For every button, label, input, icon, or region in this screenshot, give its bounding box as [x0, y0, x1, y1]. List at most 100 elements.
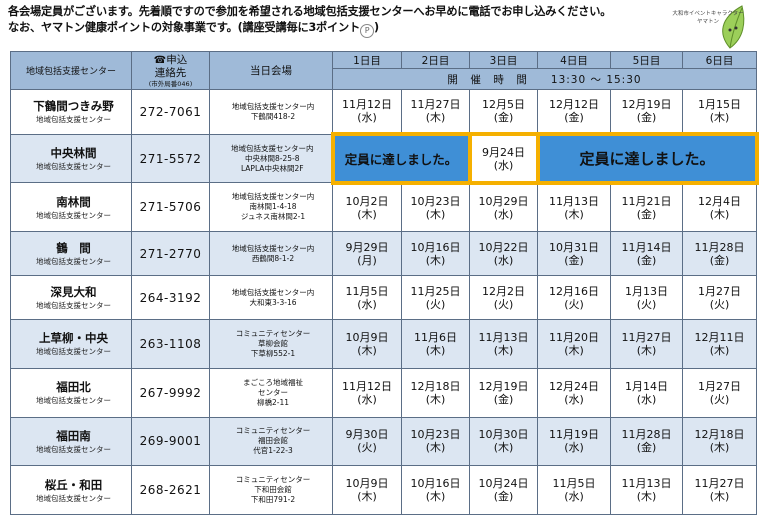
mascot-leaf-icon	[722, 5, 745, 49]
date-cell: 1月14日 (水)	[610, 367, 683, 418]
date-cell: 11月5日 (水)	[537, 465, 611, 515]
schedule-table: 地域包括支援センター ☎申込 連絡先 (市外局番046) 当日会場 1日目 2日…	[10, 51, 759, 515]
phone-cell: 268-2621	[131, 465, 210, 515]
date-cell: 11月27日 (木)	[682, 465, 757, 515]
phone-cell: 264-3192	[131, 275, 210, 321]
date-cell: 12月19日 (金)	[469, 367, 538, 418]
center-cell: 下鶴間つきみ野 地域包括支援センター	[10, 89, 132, 135]
date-cell: 1月27日 (火)	[682, 367, 757, 418]
date-cell: 12月19日 (金)	[610, 89, 683, 135]
phone-cell: 271-2770	[131, 231, 210, 277]
center-cell: 中央林間 地域包括支援センター	[10, 133, 132, 184]
notice-line-2: なお、ヤマトン健康ポイントの対象事業です。(講座受講毎に3ポイント P)	[8, 20, 648, 38]
date-cell: 12月5日 (金)	[469, 89, 538, 135]
center-cell: 南林間 地域包括支援センター	[10, 182, 132, 233]
date-cell: 1月13日 (火)	[610, 275, 683, 321]
venue-cell: コミュニティセンター 草柳会館 下草柳552-1	[209, 319, 333, 369]
date-cell: 1月27日 (火)	[682, 275, 757, 321]
table-row: 深見大和 地域包括支援センター 264-3192 地域包括支援センター内 大和東3-…	[10, 275, 757, 321]
date-cell: 11月13日 (木)	[537, 182, 611, 233]
venue-cell: 地域包括支援センター内 南林間1-4-18 ジュネス南林間2-1	[209, 182, 333, 233]
point-icon: P	[360, 24, 374, 38]
phone-icon: ☎	[153, 54, 167, 66]
date-cell: 11月14日 (金)	[610, 231, 683, 277]
date-cell: 10月29日 (水)	[469, 182, 538, 233]
notice-text: 各会場定員がございます。先着順ですので参加を希望される地域包括支援センターへお早…	[8, 4, 648, 38]
date-cell: 11月13日 (木)	[469, 319, 538, 369]
phone-cell: 267-9992	[131, 367, 210, 418]
venue-cell: コミュニティセンター 下和田会館 下和田791-2	[209, 465, 333, 515]
date-cell: 11月5日 (水)	[332, 275, 402, 321]
venue-cell: 地域包括支援センター内 中央林間8-25-8 LAPLA中央林間2F	[209, 133, 333, 184]
header-day-6: 6日目	[682, 51, 757, 69]
phone-cell: 271-5572	[131, 133, 210, 184]
table-row: 福田南 地域包括支援センター 269-9001 コミュニティセンター 福田会館 代官1…	[10, 416, 757, 467]
table-row: 南林間 地域包括支援センター 271-5706 地域包括支援センター内 南林間1-4…	[10, 182, 757, 233]
date-cell: 9月24日 (水)	[467, 132, 540, 185]
date-cell: 10月24日 (金)	[469, 465, 538, 515]
date-cell: 10月23日 (木)	[401, 416, 470, 467]
phone-cell: 263-1108	[131, 319, 210, 369]
table-row: 福田北 地域包括支援センター 267-9992 まごころ地域福祉 センター 柳橋2-1…	[10, 367, 757, 418]
date-cell: 12月2日 (火)	[469, 275, 538, 321]
mascot-caption: 大和市イベントキャラクター ヤマトン	[672, 11, 744, 25]
date-cell: 11月12日 (水)	[332, 89, 402, 135]
date-cell: 10月30日 (木)	[469, 416, 538, 467]
phone-cell: 271-5706	[131, 182, 210, 233]
table-row: 下鶴間つきみ野 地域包括支援センター 272-7061 地域包括支援センター内 下鶴…	[10, 89, 757, 135]
table-row: 中央林間 地域包括支援センター 271-5572 地域包括支援センター内 中央林間8…	[10, 132, 759, 185]
date-cell: 10月9日 (木)	[332, 465, 402, 515]
venue-cell: 地域包括支援センター内 下鶴間418-2	[209, 89, 333, 135]
phone-cell: 269-9001	[131, 416, 210, 467]
date-cell: 11月19日 (水)	[537, 416, 611, 467]
header-contact: ☎申込 連絡先 (市外局番046)	[131, 51, 210, 90]
date-cell: 10月31日 (金)	[537, 231, 611, 277]
date-cell: 9月30日 (火)	[332, 416, 402, 467]
phone-cell: 272-7061	[131, 89, 210, 135]
table-row: 桜丘・和田 地域包括支援センター 268-2621 コミュニティセンター 下和田会館…	[10, 465, 757, 515]
center-cell: 上草柳・中央 地域包括支援センター	[10, 319, 132, 369]
date-cell: 11月20日 (木)	[537, 319, 611, 369]
center-cell: 深見大和 地域包括支援センター	[10, 275, 132, 321]
venue-cell: まごころ地域福祉 センター 柳橋2-11	[209, 367, 333, 418]
header-day-5: 5日目	[610, 51, 683, 69]
date-cell: 12月12日 (金)	[537, 89, 611, 135]
header-day-3: 3日目	[469, 51, 538, 69]
date-cell: 1月15日 (木)	[682, 89, 757, 135]
date-cell: 10月16日 (木)	[401, 465, 470, 515]
date-cell: 11月12日 (水)	[332, 367, 402, 418]
venue-cell: 地域包括支援センター内 西鶴間8-1-2	[209, 231, 333, 277]
header-center: 地域包括支援センター	[10, 51, 132, 90]
date-cell: 11月25日 (火)	[401, 275, 470, 321]
full-capacity-notice: 定員に達しました。	[330, 132, 472, 185]
date-cell: 12月16日 (火)	[537, 275, 611, 321]
date-cell: 10月23日 (木)	[401, 182, 470, 233]
date-cell: 11月13日 (木)	[610, 465, 683, 515]
center-cell: 桜丘・和田 地域包括支援センター	[10, 465, 132, 515]
header-day-4: 4日目	[537, 51, 611, 69]
date-cell: 11月21日 (金)	[610, 182, 683, 233]
date-cell: 12月18日 (木)	[401, 367, 470, 418]
header-day-1: 1日目	[332, 51, 402, 69]
date-cell: 11月28日 (金)	[610, 416, 683, 467]
header-time: 開 催 時 間 13:30 ～ 15:30	[332, 68, 757, 90]
full-capacity-notice: 定員に達しました。	[535, 132, 759, 185]
date-cell: 12月24日 (水)	[537, 367, 611, 418]
header-day-2: 2日目	[401, 51, 470, 69]
center-cell: 福田北 地域包括支援センター	[10, 367, 132, 418]
date-cell: 12月11日 (木)	[682, 319, 757, 369]
venue-cell: 地域包括支援センター内 大和東3-3-16	[209, 275, 333, 321]
header-venue: 当日会場	[209, 51, 333, 90]
center-cell: 鶴 間地域包括支援センター	[10, 231, 132, 277]
date-cell: 10月2日 (木)	[332, 182, 402, 233]
venue-cell: コミュニティセンター 福田会館 代官1-22-3	[209, 416, 333, 467]
date-cell: 11月28日 (金)	[682, 231, 757, 277]
date-cell: 10月16日 (木)	[401, 231, 470, 277]
date-cell: 12月4日 (木)	[682, 182, 757, 233]
date-cell: 10月22日 (水)	[469, 231, 538, 277]
date-cell: 11月6日 (木)	[401, 319, 470, 369]
table-row: 上草柳・中央 地域包括支援センター 263-1108 コミュニティセンター 草柳会館…	[10, 319, 757, 369]
date-cell: 11月27日 (木)	[401, 89, 470, 135]
center-cell: 福田南 地域包括支援センター	[10, 416, 132, 467]
date-cell: 9月29日 (月)	[332, 231, 402, 277]
